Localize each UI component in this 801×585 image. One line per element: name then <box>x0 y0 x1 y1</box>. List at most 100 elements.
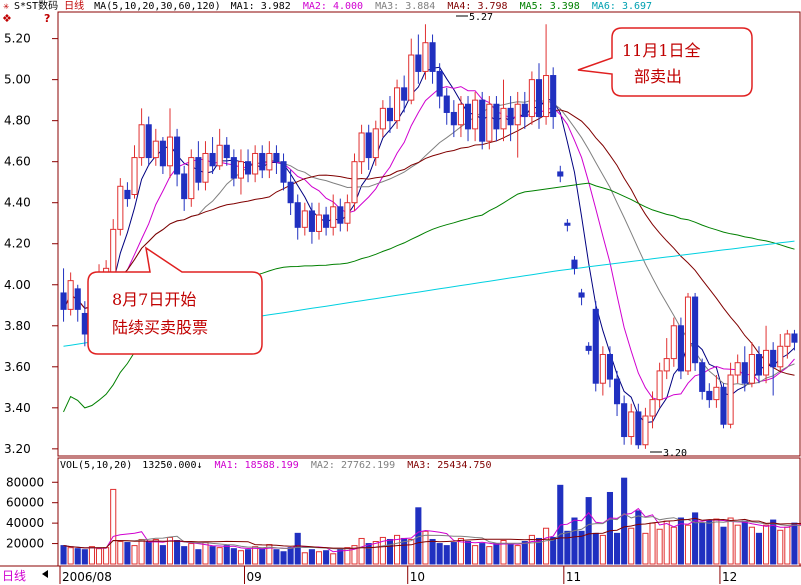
volume-bar <box>472 545 479 565</box>
candle-body <box>252 152 259 175</box>
ma4-line <box>63 109 795 376</box>
candle-body <box>699 362 706 392</box>
volume-bar <box>564 530 571 565</box>
candle-body <box>67 280 74 310</box>
high-label: 5.27 <box>469 12 493 23</box>
y-tick-label: 4.20 <box>4 237 31 251</box>
candle-body <box>486 103 493 142</box>
volume-bar <box>67 547 74 565</box>
volume-bar <box>358 537 365 565</box>
volume-bar <box>103 547 110 565</box>
y-tick-label: 4.00 <box>4 278 31 292</box>
candle-body <box>266 152 273 171</box>
callout-sell-line2: 部卖出 <box>634 67 682 86</box>
candle-body <box>677 325 684 372</box>
period-tab[interactable]: 日线 <box>2 569 26 583</box>
candle-body <box>741 362 748 384</box>
volume-bar <box>692 512 699 565</box>
candle-body <box>635 411 642 446</box>
ma2-line <box>63 86 795 401</box>
period-label: 日线 <box>64 0 84 12</box>
candle-body <box>188 157 195 200</box>
candle-body <box>230 157 237 179</box>
volume-bar <box>606 491 614 565</box>
volume-bar <box>365 543 372 565</box>
candle-body <box>138 124 145 159</box>
volume-bar <box>294 532 301 565</box>
candle-body <box>706 390 713 401</box>
volume-bar <box>500 540 507 565</box>
volume-bar <box>159 545 166 565</box>
volume-bar <box>571 517 578 565</box>
vol-tick-label: 80000 <box>6 475 44 489</box>
volume-bar <box>244 549 252 565</box>
candle-body <box>472 99 479 130</box>
candle-body <box>606 353 614 380</box>
volume-bar <box>60 545 67 565</box>
candle-body <box>308 210 315 232</box>
candle-body <box>613 378 621 405</box>
volume-bar <box>479 543 486 565</box>
volume-bar <box>259 548 266 565</box>
candle-body <box>464 103 472 130</box>
volume-bar <box>798 523 801 565</box>
candle-body <box>315 214 323 232</box>
candle-body <box>763 349 770 376</box>
y-tick-label: 5.20 <box>4 32 31 46</box>
low-label: 3.20 <box>663 448 687 459</box>
candle-body <box>131 157 138 196</box>
volume-bar <box>209 546 216 565</box>
volume-bar <box>507 544 514 565</box>
vol-tick-label: 40000 <box>6 516 44 530</box>
candle-body <box>713 386 720 401</box>
ma1-line <box>63 66 795 424</box>
volume-bar <box>599 534 606 565</box>
volume-bar <box>741 520 748 565</box>
candle-body <box>145 124 152 159</box>
volume-bar <box>578 530 585 565</box>
volume-bar <box>770 519 777 565</box>
candle-body <box>60 292 67 310</box>
candle-body <box>557 171 564 177</box>
low-annotation: 3.20 <box>650 448 687 459</box>
candle-body <box>216 144 223 167</box>
candle-body <box>401 87 408 101</box>
stock-name: S*ST数码 <box>14 0 58 12</box>
volume-bar <box>706 519 713 565</box>
candle-body <box>415 54 422 72</box>
y-tick-label: 5.00 <box>4 73 31 87</box>
x-tick-label: 11 <box>566 570 581 584</box>
volume-bar <box>464 541 472 565</box>
volume-bar <box>330 553 337 565</box>
candle-body <box>585 345 592 351</box>
candle-body <box>372 128 379 159</box>
volume-bar <box>649 522 656 565</box>
volume-bar <box>543 527 550 565</box>
volume-bar <box>486 546 493 565</box>
volume-bar <box>131 545 138 565</box>
candle-body <box>429 42 436 72</box>
candle-body <box>436 70 443 97</box>
volume-bar <box>550 536 557 565</box>
candle-body <box>337 206 344 224</box>
candle-body <box>684 296 692 372</box>
volume-bar <box>145 541 152 565</box>
volume-bar <box>713 518 720 565</box>
volume-bar <box>195 549 202 565</box>
candle-body <box>777 345 784 368</box>
volume-bar <box>699 522 706 565</box>
candle-body <box>394 87 401 122</box>
candle-body <box>578 292 585 298</box>
candle-body <box>656 370 663 401</box>
candle-body <box>301 210 308 228</box>
volume-bar <box>280 551 287 565</box>
callout-buy: 8月7日开始 陆续买卖股票 <box>87 246 263 355</box>
candle-body <box>450 111 457 126</box>
candle-body <box>457 103 464 126</box>
candle-body <box>159 140 166 167</box>
x-tick-label: 12 <box>722 570 737 584</box>
scroll-left-icon[interactable] <box>42 570 48 578</box>
volume-bar <box>394 534 401 565</box>
candle-body <box>649 399 656 417</box>
volume-bar <box>677 517 684 565</box>
